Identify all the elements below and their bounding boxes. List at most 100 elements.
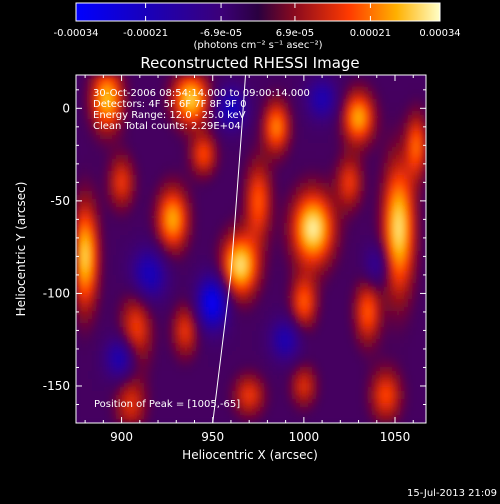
heatmap-cell: [212, 191, 217, 196]
heatmap-cell: [212, 287, 217, 292]
heatmap-cell: [404, 87, 409, 92]
heatmap-cell: [348, 235, 353, 240]
heatmap-cell: [164, 279, 169, 284]
heatmap-cell: [132, 203, 137, 208]
heatmap-cell: [316, 215, 321, 220]
heatmap-cell: [172, 291, 177, 296]
heatmap-cell: [300, 83, 305, 88]
heatmap-cell: [336, 183, 341, 188]
heatmap-cell: [420, 223, 425, 228]
heatmap-cell: [280, 223, 285, 228]
heatmap-cell: [144, 163, 149, 168]
heatmap-cell: [76, 255, 81, 260]
heatmap-cell: [352, 291, 357, 296]
heatmap-cell: [136, 215, 141, 220]
heatmap-cell: [92, 251, 97, 256]
heatmap-cell: [412, 271, 417, 276]
heatmap-cell: [328, 155, 333, 160]
heatmap-cell: [140, 251, 145, 256]
heatmap-cell: [328, 79, 333, 84]
heatmap-cell: [120, 199, 125, 204]
heatmap-cell: [260, 135, 265, 140]
heatmap-cell: [320, 171, 325, 176]
heatmap-cell: [120, 187, 125, 192]
heatmap-cell: [80, 295, 85, 300]
heatmap-cell: [288, 75, 293, 80]
heatmap-cell: [412, 175, 417, 180]
heatmap-cell: [164, 247, 169, 252]
heatmap-cell: [420, 243, 425, 248]
heatmap-cell: [260, 179, 265, 184]
heatmap-cell: [132, 263, 137, 268]
heatmap-cell: [284, 155, 289, 160]
heatmap-cell: [244, 179, 249, 184]
heatmap-cell: [364, 131, 369, 136]
heatmap-cell: [116, 167, 121, 172]
heatmap-cell: [420, 131, 425, 136]
heatmap-cell: [276, 195, 281, 200]
heatmap-cell: [208, 219, 213, 224]
heatmap-cell: [400, 275, 405, 280]
heatmap-cell: [260, 103, 265, 108]
heatmap-cell: [412, 235, 417, 240]
heatmap-cell: [176, 259, 181, 264]
heatmap-cell: [84, 215, 89, 220]
heatmap-cell: [416, 235, 421, 240]
heatmap-cell: [128, 167, 133, 172]
heatmap-cell: [356, 287, 361, 292]
heatmap-cell: [332, 159, 337, 164]
heatmap-cell: [296, 287, 301, 292]
heatmap-cell: [284, 267, 289, 272]
heatmap-cell: [260, 251, 265, 256]
heatmap-cell: [360, 151, 365, 156]
heatmap-cell: [240, 159, 245, 164]
heatmap-cell: [300, 211, 305, 216]
heatmap-cell: [408, 111, 413, 116]
heatmap-cell: [352, 123, 357, 128]
heatmap-cell: [324, 271, 329, 276]
heatmap-cell: [288, 175, 293, 180]
heatmap-cell: [252, 207, 257, 212]
heatmap-cell: [332, 243, 337, 248]
heatmap-cell: [308, 239, 313, 244]
heatmap-cell: [340, 107, 345, 112]
heatmap-cell: [316, 95, 321, 100]
heatmap-cell: [176, 243, 181, 248]
heatmap-cell: [92, 215, 97, 220]
heatmap-cell: [360, 251, 365, 256]
heatmap-cell: [408, 163, 413, 168]
heatmap-cell: [220, 191, 225, 196]
heatmap-cell: [316, 291, 321, 296]
heatmap-cell: [164, 75, 169, 80]
heatmap-cell: [124, 183, 129, 188]
heatmap-cell: [332, 163, 337, 168]
heatmap-cell: [88, 91, 93, 96]
heatmap-cell: [176, 271, 181, 276]
heatmap-cell: [176, 283, 181, 288]
heatmap-cell: [324, 187, 329, 192]
heatmap-cell: [296, 147, 301, 152]
heatmap-cell: [124, 299, 129, 304]
heatmap-cell: [148, 159, 153, 164]
heatmap-cell: [164, 259, 169, 264]
heatmap-cell: [248, 179, 253, 184]
heatmap-cell: [164, 299, 169, 304]
heatmap-cell: [140, 231, 145, 236]
heatmap-cell: [120, 247, 125, 252]
heatmap-cell: [208, 195, 213, 200]
heatmap-cell: [372, 191, 377, 196]
heatmap-cell: [356, 83, 361, 88]
heatmap-cell: [304, 175, 309, 180]
heatmap-cell: [216, 139, 221, 144]
heatmap-cell: [156, 287, 161, 292]
heatmap-cell: [304, 75, 309, 80]
heatmap-cell: [132, 171, 137, 176]
heatmap-cell: [108, 223, 113, 228]
heatmap-cell: [280, 183, 285, 188]
heatmap-cell: [268, 183, 273, 188]
heatmap-cell: [412, 203, 417, 208]
heatmap-cell: [256, 139, 261, 144]
heatmap-cell: [132, 139, 137, 144]
heatmap-cell: [172, 83, 177, 88]
heatmap-cell: [340, 91, 345, 96]
